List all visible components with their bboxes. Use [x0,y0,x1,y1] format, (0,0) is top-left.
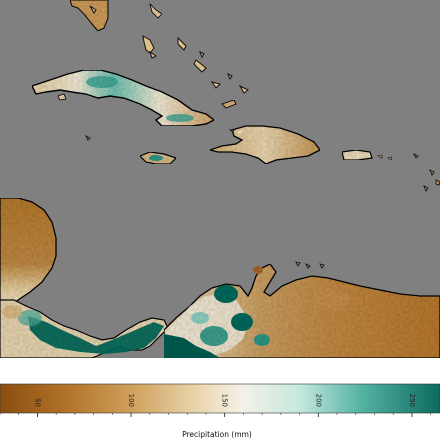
colorbar-gradient [0,383,440,414]
puerto-rico [341,149,393,161]
bahamas [89,5,249,94]
colorbar-tick-label: 50 [33,398,41,407]
colorbar-tick-label: 200 [314,394,322,407]
precipitation-map [0,0,440,359]
hispaniola [207,99,321,165]
florida [69,0,163,32]
colorbar-ticks: 50 100 150 200 250 [0,394,431,417]
colorbar-tick-label: 100 [127,394,135,407]
lesser-antilles [84,129,440,269]
map-canvas [0,0,440,359]
central-america [0,197,169,359]
south-america [163,263,440,359]
colorbar: 50 100 150 200 250 Precipitation (mm) [0,358,440,440]
jamaica [138,151,178,165]
cuba [31,69,216,127]
colorbar-tick-label: 150 [221,394,229,407]
colorbar-label: Precipitation (mm) [182,430,252,439]
colorbar-svg: 50 100 150 200 250 Precipitation (mm) [0,383,440,439]
colorbar-tick-label: 250 [408,394,416,407]
